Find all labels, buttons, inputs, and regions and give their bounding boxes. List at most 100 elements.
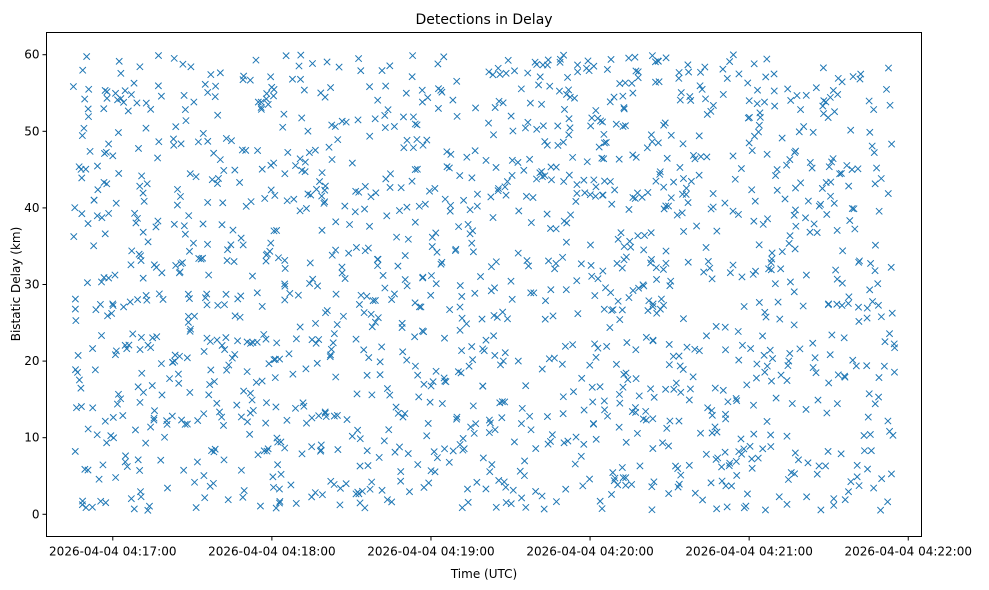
data-point bbox=[169, 358, 177, 366]
data-point bbox=[679, 174, 688, 183]
data-point bbox=[153, 333, 161, 341]
data-point bbox=[330, 330, 338, 338]
data-point bbox=[647, 255, 656, 263]
data-point bbox=[581, 189, 589, 197]
data-point bbox=[640, 246, 648, 254]
data-point bbox=[254, 98, 262, 106]
data-point bbox=[192, 503, 200, 512]
data-point bbox=[275, 485, 283, 493]
data-point bbox=[222, 290, 230, 298]
data-point bbox=[144, 506, 152, 514]
data-point bbox=[364, 461, 372, 470]
data-point bbox=[594, 344, 602, 352]
data-point bbox=[222, 134, 230, 142]
data-point bbox=[338, 269, 346, 277]
data-points bbox=[69, 51, 899, 514]
data-point bbox=[725, 462, 733, 470]
data-point bbox=[142, 439, 150, 447]
data-point bbox=[101, 417, 109, 425]
data-point bbox=[554, 141, 562, 149]
data-point bbox=[755, 241, 763, 249]
data-point bbox=[154, 52, 163, 60]
data-point bbox=[240, 387, 248, 395]
data-point bbox=[192, 173, 200, 181]
data-point bbox=[679, 315, 688, 323]
data-point bbox=[403, 356, 411, 364]
data-point bbox=[885, 330, 894, 338]
data-point bbox=[92, 306, 100, 314]
data-point bbox=[246, 409, 254, 417]
data-point bbox=[480, 347, 488, 355]
data-point bbox=[758, 332, 767, 340]
data-point bbox=[263, 447, 271, 455]
data-point bbox=[220, 301, 229, 309]
data-point bbox=[79, 497, 87, 505]
data-point bbox=[498, 414, 506, 422]
data-point bbox=[346, 220, 354, 229]
data-point bbox=[592, 353, 600, 361]
data-point bbox=[171, 351, 179, 359]
data-point bbox=[600, 155, 608, 163]
data-point bbox=[77, 384, 85, 392]
data-point bbox=[828, 331, 836, 339]
data-point bbox=[353, 390, 361, 398]
data-point bbox=[327, 477, 335, 485]
data-point bbox=[733, 471, 741, 479]
data-point bbox=[522, 503, 530, 511]
data-point bbox=[571, 460, 579, 468]
data-point bbox=[696, 82, 704, 90]
plot-frame bbox=[46, 32, 922, 537]
data-point bbox=[560, 105, 569, 113]
data-point bbox=[803, 493, 811, 501]
data-point bbox=[176, 268, 184, 276]
data-point bbox=[458, 347, 466, 355]
data-point bbox=[409, 52, 417, 60]
data-point bbox=[522, 192, 530, 200]
data-point bbox=[103, 439, 111, 447]
data-point bbox=[452, 245, 460, 253]
data-point bbox=[737, 165, 745, 173]
data-point bbox=[134, 144, 143, 153]
data-point bbox=[698, 496, 707, 504]
data-point bbox=[695, 347, 703, 355]
data-point bbox=[149, 334, 157, 342]
data-point bbox=[786, 232, 794, 240]
data-point bbox=[93, 431, 101, 439]
data-point bbox=[227, 241, 235, 249]
data-point bbox=[221, 346, 229, 354]
data-point bbox=[639, 281, 647, 289]
data-point bbox=[257, 98, 265, 106]
data-point bbox=[354, 116, 362, 124]
data-point bbox=[784, 475, 792, 484]
data-point bbox=[207, 447, 216, 455]
data-point bbox=[822, 462, 830, 470]
data-point bbox=[592, 435, 600, 443]
data-point bbox=[139, 228, 147, 236]
data-point bbox=[783, 376, 791, 385]
data-point bbox=[580, 406, 588, 414]
data-point bbox=[598, 154, 606, 162]
data-point bbox=[140, 197, 148, 205]
data-point bbox=[595, 143, 603, 151]
data-point bbox=[458, 292, 466, 300]
data-point bbox=[524, 69, 532, 77]
data-point bbox=[183, 420, 191, 428]
data-point bbox=[541, 315, 549, 323]
data-point bbox=[695, 132, 703, 140]
data-point bbox=[260, 330, 268, 339]
data-point bbox=[249, 338, 257, 347]
data-point bbox=[86, 147, 94, 155]
data-point bbox=[702, 450, 710, 458]
data-point bbox=[161, 433, 169, 441]
data-point bbox=[549, 312, 557, 320]
data-point bbox=[139, 388, 147, 396]
data-point bbox=[806, 158, 814, 167]
data-point bbox=[508, 156, 516, 164]
data-point bbox=[698, 85, 706, 93]
data-point bbox=[675, 480, 683, 488]
data-point bbox=[447, 201, 455, 209]
data-point bbox=[685, 461, 693, 469]
data-point bbox=[158, 269, 166, 277]
data-point bbox=[300, 402, 308, 410]
data-point bbox=[321, 93, 329, 101]
